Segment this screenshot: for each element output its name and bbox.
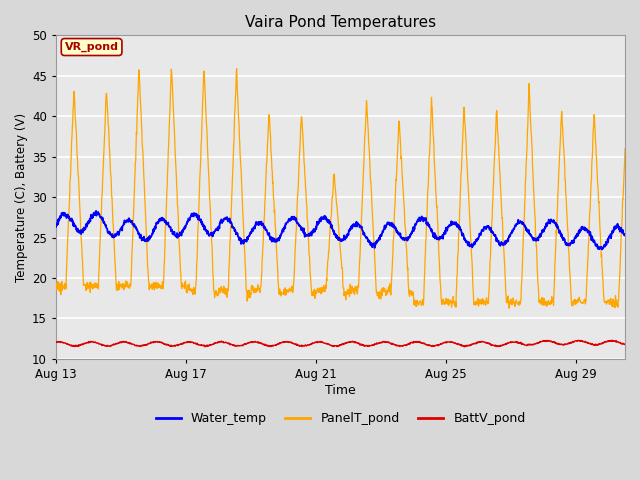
Y-axis label: Temperature (C), Battery (V): Temperature (C), Battery (V) (15, 112, 28, 282)
Legend: Water_temp, PanelT_pond, BattV_pond: Water_temp, PanelT_pond, BattV_pond (150, 407, 531, 430)
X-axis label: Time: Time (325, 384, 356, 396)
Title: Vaira Pond Temperatures: Vaira Pond Temperatures (245, 15, 436, 30)
Text: VR_pond: VR_pond (65, 42, 118, 52)
